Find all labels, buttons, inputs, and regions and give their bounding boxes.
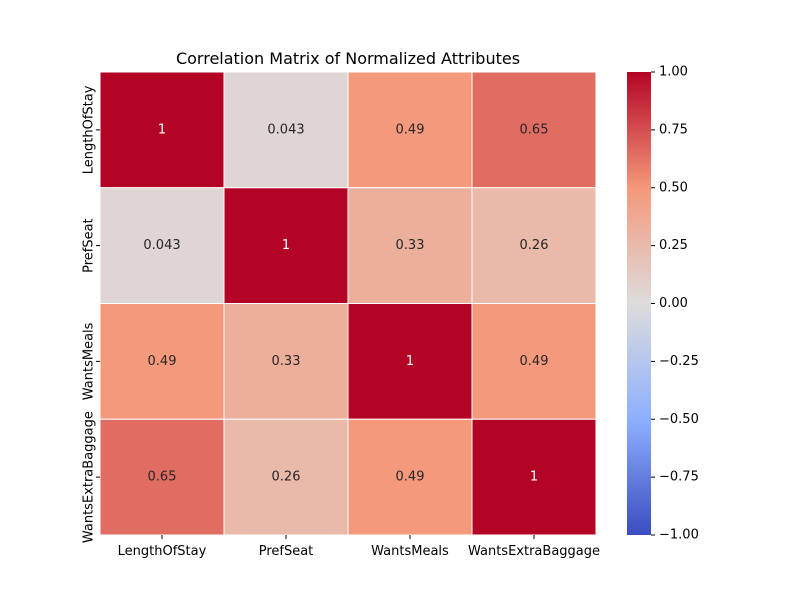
heatmap-cell-r2-c1 (223, 303, 349, 420)
colorbar-tick-label-2: 0.50 (659, 180, 688, 195)
heatmap-cell-r3-c1 (223, 418, 349, 536)
chart-title: Correlation Matrix of Normalized Attribu… (176, 49, 520, 68)
colorbar-tick-label-1: 0.75 (659, 122, 688, 137)
cell-annotation-r2-c0: 0.49 (148, 354, 177, 369)
cell-annotation-r3-c1: 0.26 (272, 470, 301, 485)
cell-annotation-r0-c3: 0.65 (520, 122, 549, 137)
y-axis-tick-labels: LengthOfStay PrefSeat WantsMeals WantsExtra… (82, 85, 100, 543)
colorbar-tick-label-4: 0.00 (659, 296, 688, 311)
x-tick-label-3: WantsExtraBaggage (468, 544, 600, 559)
heatmap-cell-r0-c0 (99, 71, 225, 189)
x-axis-tick-labels: LengthOfStay PrefSeat WantsMeals WantsExtra… (118, 535, 600, 559)
y-tick-label-3: WantsExtraBaggage (82, 411, 97, 543)
colorbar-tick-label-7: −0.75 (659, 470, 699, 485)
heatmap-cell-r0-c1 (223, 71, 349, 189)
cell-annotation-r1-c3: 0.26 (520, 238, 549, 253)
colorbar-tick-label-6: −0.50 (659, 412, 699, 427)
heatmap-cell-r0-c2 (347, 71, 473, 189)
x-tick-label-1: PrefSeat (259, 544, 314, 559)
cell-annotation-r3-c2: 0.49 (396, 470, 425, 485)
cell-annotation-r2-c1: 0.33 (272, 354, 301, 369)
cell-annotation-r1-c0: 0.043 (143, 238, 180, 253)
heatmap-cell-r3-c2 (347, 418, 473, 536)
y-tick-label-0: LengthOfStay (82, 85, 97, 174)
cell-annotation-r2-c2: 1 (406, 354, 414, 369)
cell-annotation-r1-c2: 0.33 (396, 238, 425, 253)
heatmap-cell-r3-c3 (471, 418, 597, 536)
y-tick-label-1: PrefSeat (82, 218, 97, 273)
heatmap-cell-r2-c3 (471, 303, 597, 420)
colorbar-tick-label-5: −0.25 (659, 354, 699, 369)
cell-annotation-r1-c1: 1 (282, 238, 290, 253)
heatmap-cell-r3-c0 (99, 418, 225, 536)
colorbar-gradient (627, 72, 651, 535)
cell-annotation-r3-c0: 0.65 (148, 470, 177, 485)
colorbar-tick-label-8: −1.00 (659, 528, 699, 543)
heatmap-cells (99, 71, 597, 536)
x-tick-label-0: LengthOfStay (118, 544, 207, 559)
cell-annotation-r3-c3: 1 (530, 470, 538, 485)
cell-annotation-r0-c0: 1 (158, 122, 166, 137)
heatmap-cell-r1-c2 (347, 187, 473, 304)
y-tick-label-2: WantsMeals (82, 322, 97, 400)
colorbar: 1.00 0.75 0.50 0.25 0.00 −0.25 −0.50 −0.75 −1.00 (627, 65, 699, 543)
cell-annotation-r2-c3: 0.49 (520, 354, 549, 369)
x-tick-label-2: WantsMeals (371, 544, 449, 559)
heatmap-cell-r0-c3 (471, 71, 597, 189)
cell-annotations: 1 0.043 0.49 0.65 0.043 1 0.33 0.26 0.49 0.33 1 0.4… (143, 122, 548, 484)
cell-annotation-r0-c2: 0.49 (396, 122, 425, 137)
colorbar-tick-label-0: 1.00 (659, 65, 688, 80)
colorbar-tick-label-3: 0.25 (659, 238, 688, 253)
heatmap-cell-r1-c3 (471, 187, 597, 304)
cell-annotation-r0-c1: 0.043 (267, 122, 304, 137)
